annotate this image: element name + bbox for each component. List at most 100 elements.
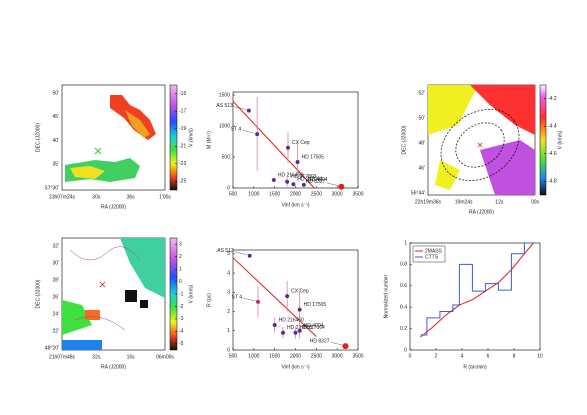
- x-tick-label: 30s: [92, 194, 101, 200]
- x-tick-label: 500: [229, 353, 238, 359]
- point-label: HD 17505: [302, 154, 325, 160]
- x-tick-label: 6: [487, 353, 490, 359]
- y-tick-label: 500: [222, 154, 231, 160]
- y-axis-label: M (M☉): [206, 131, 212, 149]
- colorbar-tick-label: -19: [179, 126, 186, 132]
- x-tick-label: 10: [537, 353, 543, 359]
- y-axis-label: DEC (J2000): [401, 125, 407, 154]
- data-point: [295, 159, 300, 164]
- point-label: CX Cep: [292, 140, 310, 146]
- point-label: HD 216450: [279, 317, 305, 323]
- data-point: [293, 330, 298, 335]
- label-arrow: [234, 251, 247, 255]
- point-label: HD 217803: [291, 174, 317, 180]
- point-label: HD 8327: [306, 179, 326, 185]
- y-tick-label: 57°30': [45, 185, 59, 191]
- y-tick-label: 52': [418, 90, 425, 96]
- y-tick-label: 0: [227, 347, 230, 353]
- colorbar-tick-label: -4.4: [548, 124, 557, 130]
- x-tick-label: 3500: [352, 191, 363, 197]
- x-tick-label: 2000: [290, 353, 301, 359]
- colorbar-tick-label: 3: [179, 242, 182, 248]
- data-point: [285, 179, 290, 184]
- x-tick-label: 00s: [531, 199, 540, 205]
- x-tick-label: 500: [229, 191, 238, 197]
- colorbar-tick-label: -5: [179, 341, 184, 347]
- data-point: [255, 132, 260, 137]
- y-tick-label: 30': [52, 260, 59, 266]
- point-label: AS 513: [216, 103, 233, 109]
- y-tick-label: 3: [227, 290, 230, 296]
- legend-label: CTTS: [425, 254, 439, 260]
- colorbar-tick-label: -4: [179, 329, 184, 335]
- y-tick-label: 0.6: [400, 283, 407, 289]
- x-tick-label: 3000: [332, 191, 343, 197]
- x-tick-label: 23h07m24s: [49, 194, 76, 200]
- y-tick-label: 1500: [219, 92, 230, 98]
- x-axis-label: RA (J2000): [469, 209, 494, 215]
- y-tick-label: 45': [52, 114, 59, 120]
- y-tick-label: 35': [52, 162, 59, 168]
- colorbar-tick-label: -17: [179, 109, 186, 115]
- colorbar-label: V (km/s): [188, 284, 194, 303]
- point-label: HD 4004: [308, 177, 328, 183]
- data-point: [285, 294, 290, 299]
- label-arrow: [242, 129, 255, 134]
- y-tick-label: 4: [227, 270, 230, 276]
- y-tick-label: 1: [404, 240, 407, 246]
- x-tick-label: 2000: [290, 191, 301, 197]
- x-tick-label: 1'00s: [159, 194, 171, 200]
- x-tick-label: 19m24s: [455, 199, 473, 205]
- colorbar-label: V (km/s): [557, 130, 563, 149]
- colorbar-tick-label: 2: [179, 254, 182, 260]
- y-tick-label: 48°20': [45, 345, 59, 351]
- x-tick-label: 2500: [311, 353, 322, 359]
- x-tick-label: 3000: [332, 353, 343, 359]
- y-tick-label: 1: [227, 328, 230, 334]
- x-tick-label: 2500: [311, 191, 322, 197]
- data-point: [338, 183, 345, 190]
- y-axis-label: Normalized number: [383, 274, 389, 318]
- data-point: [286, 145, 290, 150]
- point-label: HD 217064: [300, 325, 326, 331]
- point-label: HD 217064: [297, 177, 323, 183]
- colorbar-tick-label: -4.8: [548, 179, 557, 185]
- y-tick-label: 50': [52, 90, 59, 96]
- map-art: [61, 84, 536, 351]
- x-tick-label: 3500: [352, 353, 363, 359]
- x-tick-label: 36s: [127, 194, 136, 200]
- data-point: [271, 177, 276, 182]
- x-axis-label: Vinf (km s⁻¹): [281, 202, 309, 208]
- y-tick-label: 0: [227, 185, 230, 191]
- y-tick-label: 1000: [219, 123, 230, 129]
- colorbar-tick-label: -1: [179, 291, 184, 297]
- y-tick-label: 0.8: [400, 262, 407, 268]
- y-axis-label: DEC (J2000): [35, 279, 41, 308]
- x-tick-label: 2: [435, 353, 438, 359]
- point-label: AS 513: [217, 248, 234, 254]
- y-tick-label: 22': [52, 328, 59, 334]
- x-tick-label: 32s: [92, 354, 101, 360]
- fit-line: [232, 100, 315, 189]
- y-axis-label: DEC (J2000): [35, 123, 41, 152]
- plot-frame: [409, 242, 541, 351]
- point-label: HD 17505: [304, 302, 327, 308]
- series-line: [420, 242, 534, 338]
- data-point: [342, 343, 349, 350]
- y-tick-label: 48': [418, 140, 425, 146]
- fit-line: [232, 257, 317, 337]
- data-point: [272, 323, 277, 327]
- data-point: [256, 299, 260, 304]
- y-axis-label: R (pc): [206, 293, 212, 307]
- x-axis-label: Vinf (km s⁻¹): [281, 364, 309, 370]
- point-label: ST 4: [231, 126, 242, 132]
- colorbar-tick-label: -23: [179, 161, 186, 167]
- y-tick-label: 56°44': [411, 190, 425, 196]
- colorbar: [169, 84, 178, 191]
- data-point: [297, 307, 302, 312]
- x-tick-label: 4: [461, 353, 464, 359]
- colorbar-tick-label: -25: [179, 179, 186, 185]
- data-point: [281, 330, 285, 335]
- y-tick-label: 5: [227, 251, 230, 257]
